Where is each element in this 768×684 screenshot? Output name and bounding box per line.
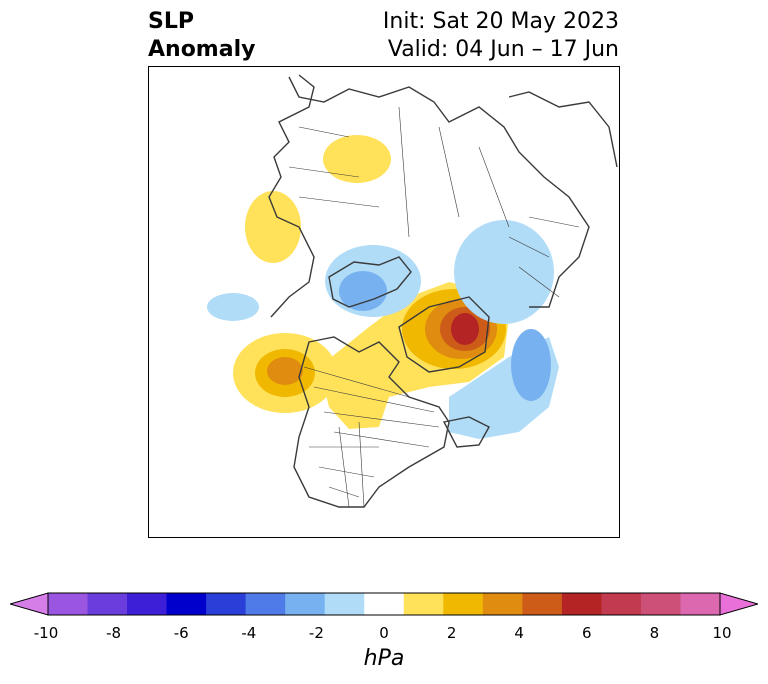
colorbar-bin — [364, 593, 405, 615]
colorbar-bin — [640, 593, 681, 615]
coastlines — [268, 74, 618, 508]
title-field: Anomaly — [148, 37, 256, 62]
positive-anomaly-north-europe — [323, 135, 391, 183]
colorbar-low-extend — [10, 592, 49, 616]
coast-east-asia — [508, 91, 618, 168]
colorbar-tick-label: 4 — [514, 624, 524, 642]
valid-range: Valid: 04 Jun – 17 Jun — [387, 37, 619, 62]
colorbar-bin — [443, 593, 484, 615]
colorbar-bin — [127, 593, 168, 615]
coast-asia — [288, 76, 590, 308]
map-panel — [148, 66, 620, 538]
colorbar-tick-label: -10 — [33, 624, 59, 642]
anomaly-map — [207, 74, 618, 508]
coast-arctic — [328, 256, 412, 308]
coast-europe — [268, 74, 315, 318]
positive-anomaly-pacific-3 — [267, 357, 303, 385]
colorbar-tick-label: 0 — [379, 624, 389, 642]
init-date: Init: Sat 20 May 2023 — [382, 9, 619, 34]
colorbar-outline — [47, 592, 721, 616]
political-borders — [288, 106, 580, 508]
coast-north-america — [293, 336, 450, 508]
coast-greenland — [398, 296, 490, 373]
title-variable: SLP — [148, 9, 194, 34]
colorbar-bin — [87, 593, 128, 615]
colorbar-bin — [482, 593, 523, 615]
colorbar-bin — [324, 593, 365, 615]
border-canada-provinces — [303, 366, 440, 448]
colorbar-bin — [48, 593, 89, 615]
border-eurasia — [288, 106, 510, 238]
colorbar-bin — [285, 593, 326, 615]
negative-anomaly-arctic-2 — [339, 271, 387, 311]
coast-labrador — [442, 416, 490, 448]
colorbar-bin — [522, 593, 563, 615]
colorbar-tick-label: 2 — [446, 624, 457, 642]
colorbar-tick-label: 8 — [649, 624, 660, 642]
colorbar-units: hPa — [363, 646, 405, 671]
colorbar-bin — [206, 593, 247, 615]
negative-anomaly-pacific — [207, 293, 259, 321]
colorbar-bin — [680, 593, 721, 615]
colorbar-bin — [601, 593, 642, 615]
colorbar — [10, 592, 758, 616]
negative-anomaly-siberia — [454, 220, 554, 324]
title-left: SLP Anomaly — [148, 8, 255, 64]
colorbar-bin — [561, 593, 602, 615]
colorbar-tick-label: -2 — [308, 624, 324, 642]
colorbar-bin — [245, 593, 286, 615]
border-central-asia — [508, 216, 580, 298]
positive-anomaly-greenland-max — [451, 313, 479, 345]
colorbar-high-extend — [719, 592, 758, 616]
negative-anomaly-north-atlantic-2 — [511, 329, 551, 401]
colorbar-tick-label: -4 — [241, 624, 257, 642]
positive-anomaly-atlantic — [245, 191, 301, 263]
colorbar-bin — [403, 593, 444, 615]
colorbar-tick-label: -8 — [106, 624, 122, 642]
colorbar-tick-label: -6 — [173, 624, 189, 642]
colorbar-tick-label: 6 — [582, 624, 592, 642]
title-right: Init: Sat 20 May 2023 Valid: 04 Jun – 17… — [383, 8, 619, 64]
colorbar-tick-label: 10 — [712, 624, 732, 642]
border-us-states — [309, 421, 379, 508]
anomaly-contours — [207, 135, 559, 439]
colorbar-bin — [166, 593, 207, 615]
